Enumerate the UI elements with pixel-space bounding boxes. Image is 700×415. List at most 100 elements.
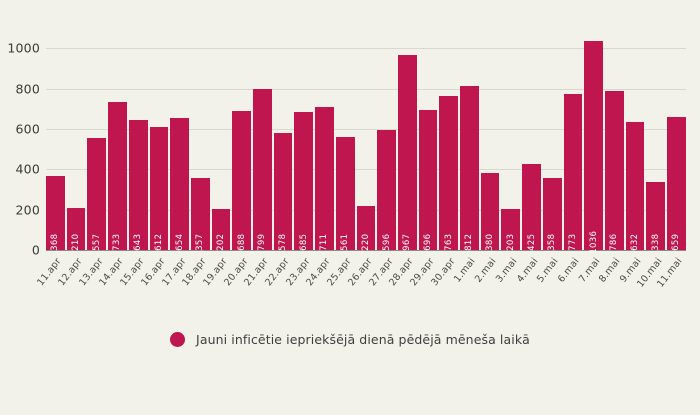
bar[interactable]: 578: [273, 133, 293, 251]
x-axis-tick: 7.mai: [577, 252, 603, 312]
bar[interactable]: 799: [253, 88, 272, 251]
bar[interactable]: 203: [501, 209, 521, 250]
bar-column[interactable]: 596: [377, 28, 396, 250]
bar-column[interactable]: 612: [149, 28, 169, 251]
bar[interactable]: 812: [460, 86, 479, 250]
x-axis-tick: 4.mai: [514, 252, 541, 312]
bar[interactable]: 557: [87, 137, 107, 250]
bar-value-label: 612: [153, 233, 164, 251]
gridline: [46, 88, 686, 90]
bar-column[interactable]: 711: [315, 28, 334, 250]
bar[interactable]: 763: [439, 96, 459, 250]
bar-column[interactable]: 380: [480, 28, 500, 251]
bar[interactable]: 202: [211, 209, 231, 251]
bar-column[interactable]: 632: [625, 28, 645, 251]
bar-column[interactable]: 203: [501, 28, 521, 250]
bar-value-label: 425: [526, 233, 537, 251]
bar-column[interactable]: 773: [563, 28, 583, 251]
bar[interactable]: 210: [66, 207, 86, 250]
y-axis-tick-label: 800: [15, 81, 40, 97]
bar-column[interactable]: 786: [604, 28, 624, 251]
bar[interactable]: 425: [522, 164, 541, 250]
bar-column[interactable]: 685: [294, 28, 314, 251]
bar[interactable]: 338: [646, 181, 666, 250]
bar-column[interactable]: 659: [667, 28, 686, 250]
bar-column[interactable]: 338: [646, 28, 666, 250]
bar-column[interactable]: 799: [253, 28, 272, 250]
bar-value-label: 711: [319, 233, 330, 251]
bar[interactable]: 643: [128, 120, 148, 251]
bar-value-label: 643: [132, 233, 143, 251]
y-axis-tick-label: 200: [15, 202, 40, 218]
bar-value-label: 1036: [588, 230, 599, 254]
bar-column[interactable]: 696: [418, 28, 438, 250]
bar-column[interactable]: 643: [128, 28, 148, 251]
plot-area: 368 210 557 733 643 612 654 357 202 688 799 578 685 7…: [46, 28, 686, 254]
circle-marker-icon: [170, 332, 186, 347]
bar-value-label: 380: [484, 233, 495, 251]
x-axis-tick: 8.mai: [597, 252, 624, 312]
bar-value-label: 812: [464, 233, 475, 251]
gridline: [46, 48, 686, 50]
bar[interactable]: 380: [480, 173, 500, 251]
bar-column[interactable]: 358: [542, 28, 562, 250]
bar[interactable]: 1036: [584, 40, 603, 254]
bar[interactable]: 654: [170, 118, 189, 250]
y-axis-tick-label: 400: [15, 161, 40, 177]
bar-value-label: 578: [277, 233, 288, 251]
bar-value-label: 799: [257, 233, 268, 251]
bar[interactable]: 711: [315, 106, 334, 251]
bar-column[interactable]: 763: [439, 28, 459, 250]
bar[interactable]: 696: [418, 109, 438, 250]
legend: Jauni inficētie iepriekšējā dienā pēdējā…: [0, 332, 700, 347]
gridline: [46, 169, 686, 171]
bar-column[interactable]: 688: [232, 28, 252, 250]
bar-column[interactable]: 202: [211, 28, 231, 251]
bar-value-label: 786: [609, 233, 620, 251]
bar[interactable]: 733: [108, 102, 127, 250]
bar-column[interactable]: 578: [273, 28, 293, 251]
bar[interactable]: 612: [149, 126, 169, 251]
bar-value-label: 659: [671, 233, 682, 251]
bar-column[interactable]: 967: [397, 28, 417, 250]
bar-column[interactable]: 561: [335, 28, 355, 250]
bar-value-label: 685: [298, 233, 309, 251]
bar[interactable]: 967: [397, 54, 417, 250]
bar[interactable]: 659: [667, 117, 686, 250]
x-axis-tick: 30.apr: [429, 252, 458, 312]
bar-series: 368 210 557 733 643 612 654 357 202 688 799 578 685 7…: [46, 28, 686, 254]
bar[interactable]: 632: [625, 122, 645, 251]
bar[interactable]: 688: [232, 111, 252, 250]
x-axis-tick: 5.mai: [535, 252, 562, 312]
x-axis-tick: 3.mai: [494, 252, 520, 312]
bar[interactable]: 773: [563, 94, 583, 251]
bar[interactable]: 368: [46, 175, 65, 251]
bar-column[interactable]: 368: [46, 28, 65, 250]
bar[interactable]: 685: [294, 111, 314, 251]
bar-value-label: 632: [629, 233, 640, 251]
x-axis-tick: 6.mai: [556, 252, 583, 312]
bar[interactable]: 357: [190, 177, 210, 251]
bar-value-label: 202: [215, 233, 226, 251]
bar-column[interactable]: 812: [460, 28, 479, 250]
bar[interactable]: 786: [604, 91, 624, 251]
bar[interactable]: 596: [377, 129, 396, 250]
bar-column[interactable]: 425: [522, 28, 541, 250]
gridline: [46, 128, 686, 130]
bar-column[interactable]: 654: [170, 28, 189, 250]
bar-value-label: 654: [174, 233, 185, 251]
bar-column[interactable]: 733: [108, 28, 127, 250]
bar[interactable]: 561: [335, 136, 355, 250]
x-axis: 11.apr 12.apr 13.apr 14.apr 15.apr 16.apr 17.a…: [36, 252, 686, 312]
bar-value-label: 773: [567, 233, 578, 251]
bar-column[interactable]: 357: [190, 28, 210, 251]
bar-column[interactable]: 557: [87, 28, 107, 250]
bar[interactable]: 358: [542, 177, 562, 250]
bar[interactable]: 220: [356, 205, 376, 250]
bar-column[interactable]: 210: [66, 28, 86, 250]
bar-value-label: 368: [50, 233, 61, 251]
bar-value-label: 357: [195, 233, 206, 251]
bar-column[interactable]: 1036: [584, 28, 603, 254]
y-axis: 0 200 400 600 800 1000: [0, 28, 40, 258]
bar-column[interactable]: 220: [356, 28, 376, 250]
